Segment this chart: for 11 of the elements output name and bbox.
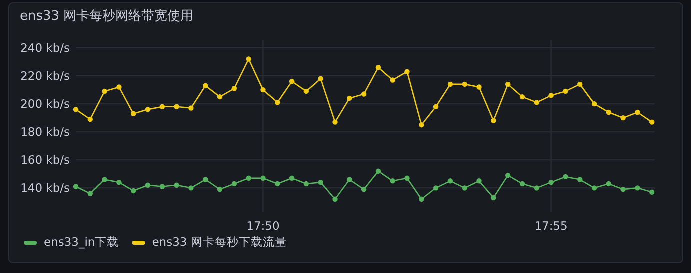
legend-label: ens33 网卡每秒下载流量	[152, 235, 287, 249]
y-tick: 220 kb/s	[20, 69, 70, 84]
y-tick: 180 kb/s	[20, 125, 70, 140]
y-tick: 240 kb/s	[20, 41, 70, 55]
y-tick: 160 kb/s	[20, 153, 70, 168]
title: ens33 网卡每秒网络带宽使用	[20, 9, 194, 24]
x-tick: 17:55	[534, 219, 568, 233]
y-tick: 140 kb/s	[20, 181, 70, 196]
x-tick: 17:50	[246, 219, 280, 233]
y-tick: 200 kb/s	[20, 97, 70, 112]
legend-label: ens33_in下载	[44, 235, 120, 249]
